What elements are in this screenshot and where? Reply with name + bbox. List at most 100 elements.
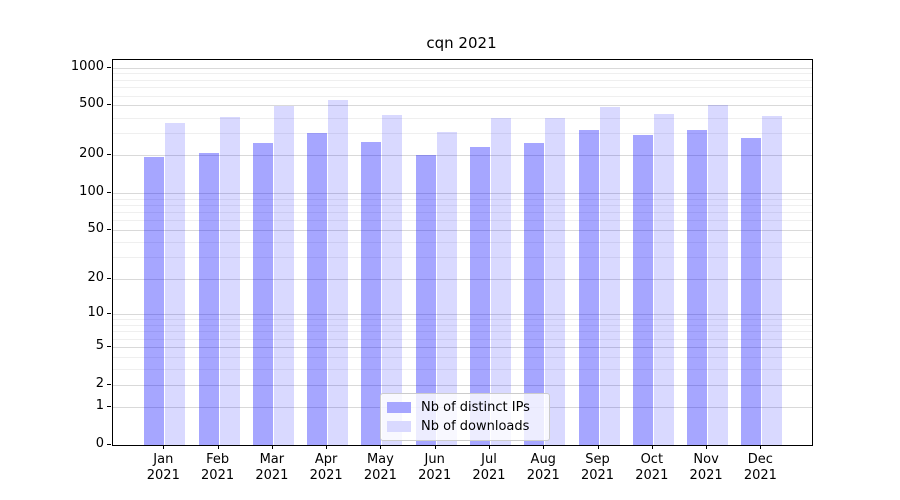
- x-tick-mark: [706, 445, 708, 449]
- x-tick-label: Apr 2021: [309, 452, 343, 483]
- bar-downloads-dec: [762, 115, 783, 445]
- legend-item-distinct-ips: Nb of distinct IPs: [387, 400, 541, 415]
- gridline-major: [113, 230, 812, 232]
- gridline-minor: [113, 357, 812, 359]
- y-tick-mark: [107, 406, 111, 408]
- y-tick-label: 1: [95, 398, 104, 414]
- gridline-minor: [113, 198, 812, 200]
- x-tick-label: May 2021: [363, 452, 397, 483]
- legend-label-distinct-ips: Nb of distinct IPs: [421, 400, 530, 415]
- x-tick-mark: [380, 445, 382, 449]
- plot-area: Nb of distinct IPs Nb of downloads: [112, 59, 813, 446]
- x-tick-label: Sep 2021: [580, 452, 615, 483]
- bar-downloads-nov: [708, 104, 729, 445]
- y-tick-label: 5: [95, 338, 104, 354]
- x-tick-mark: [326, 445, 328, 449]
- bar-ips-feb: [198, 152, 219, 445]
- gridline-major: [113, 105, 812, 107]
- legend-swatch-downloads: [387, 421, 411, 432]
- bar-downloads-sep: [599, 107, 620, 445]
- x-tick-mark: [434, 445, 436, 449]
- y-tick-mark: [107, 104, 111, 106]
- gridline-minor: [113, 95, 812, 97]
- gridline-minor: [113, 79, 812, 81]
- y-tick-label: 20: [87, 269, 104, 285]
- gridline-major: [113, 314, 812, 316]
- bar-ips-sep: [578, 129, 599, 445]
- y-tick-label: 50: [87, 221, 104, 237]
- y-tick-mark: [107, 229, 111, 231]
- legend-swatch-distinct-ips: [387, 402, 411, 413]
- chart-title: cqn 2021: [426, 34, 497, 52]
- gridline-major: [113, 155, 812, 157]
- x-tick-label: Jun 2021: [418, 452, 452, 483]
- bar-downloads-feb: [219, 116, 240, 445]
- gridline-minor: [113, 338, 812, 340]
- bar-downloads-jun: [436, 132, 457, 445]
- x-tick-mark: [597, 445, 599, 449]
- y-tick-mark: [107, 313, 111, 315]
- bar-ips-may: [361, 142, 382, 445]
- x-tick-mark: [760, 445, 762, 449]
- gridline-major: [113, 347, 812, 349]
- bar-downloads-jul: [490, 117, 511, 445]
- x-tick-label: Oct 2021: [635, 452, 669, 483]
- x-tick-label: Jul 2021: [472, 452, 506, 483]
- y-tick-mark: [107, 444, 111, 445]
- bar-ips-mar: [252, 143, 273, 445]
- y-tick-mark: [107, 277, 111, 279]
- gridline-minor: [113, 220, 812, 222]
- x-tick-label: Jan 2021: [146, 452, 180, 483]
- gridline-major: [113, 67, 812, 69]
- y-tick-label: 100: [79, 183, 104, 199]
- gridline-major: [113, 385, 812, 386]
- bar-downloads-apr: [328, 100, 349, 445]
- x-tick-label: Mar 2021: [255, 452, 289, 483]
- bar-downloads-jan: [165, 122, 186, 445]
- legend-label-downloads: Nb of downloads: [421, 419, 530, 434]
- x-tick-mark: [651, 445, 653, 449]
- y-tick-label: 1000: [70, 58, 104, 74]
- y-tick-mark: [107, 384, 111, 385]
- bar-ips-aug: [524, 143, 545, 445]
- bar-downloads-mar: [273, 105, 294, 445]
- gridline-minor: [113, 325, 812, 326]
- gridline-minor: [113, 212, 812, 214]
- x-tick-mark: [543, 445, 545, 449]
- gridline-minor: [113, 133, 812, 135]
- x-tick-label: Feb 2021: [201, 452, 235, 483]
- x-tick-mark: [217, 445, 219, 449]
- bar-downloads-aug: [545, 117, 566, 445]
- gridline-minor: [113, 257, 812, 259]
- bar-ips-oct: [632, 135, 653, 445]
- bar-ips-jan: [144, 156, 165, 445]
- y-tick-label: 500: [79, 96, 104, 112]
- y-tick-label: 10: [87, 305, 104, 321]
- gridline-minor: [113, 331, 812, 333]
- y-tick-mark: [107, 66, 111, 68]
- bar-downloads-oct: [653, 113, 674, 445]
- x-tick-mark: [488, 445, 490, 449]
- y-tick-mark: [107, 346, 111, 348]
- gridline-major: [113, 278, 812, 280]
- y-tick-label: 0: [95, 436, 104, 451]
- y-tick-mark: [107, 154, 111, 156]
- gridline-minor: [113, 87, 812, 89]
- y-tick-label: 200: [79, 146, 104, 162]
- bar-ips-jun: [415, 155, 436, 445]
- gridline-minor: [113, 117, 812, 119]
- gridline-major: [113, 192, 812, 194]
- y-tick-label: 2: [95, 376, 104, 391]
- x-tick-label: Dec 2021: [743, 452, 777, 483]
- bar-ips-jul: [469, 146, 490, 445]
- gridline-minor: [113, 205, 812, 206]
- x-tick-mark: [271, 445, 273, 449]
- legend-item-downloads: Nb of downloads: [387, 419, 541, 434]
- legend: Nb of distinct IPs Nb of downloads: [380, 393, 550, 441]
- x-tick-mark: [163, 445, 165, 449]
- bar-ips-nov: [687, 129, 708, 445]
- gridline-minor: [113, 369, 812, 371]
- bar-ips-apr: [307, 133, 328, 445]
- bar-ips-dec: [741, 138, 762, 445]
